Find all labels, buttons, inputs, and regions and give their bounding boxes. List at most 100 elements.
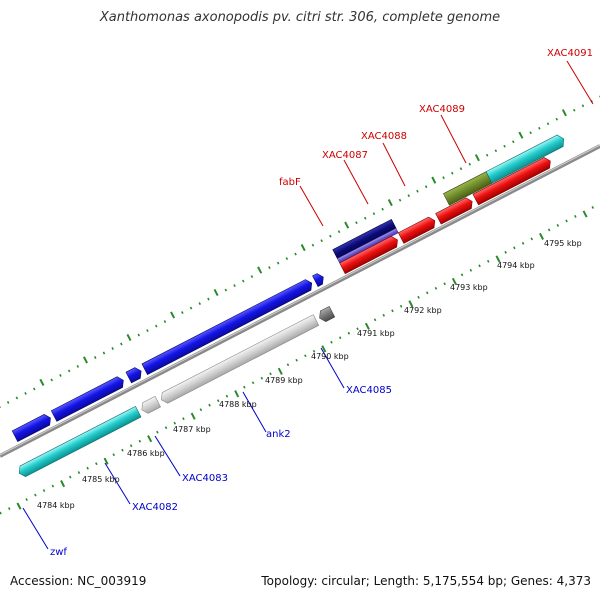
minor-tick (546, 122, 550, 126)
gene-forward-red-1 (339, 236, 398, 275)
minor-tick (329, 234, 332, 238)
kbp-label: 4793 kbp (450, 283, 488, 292)
gene-label-XAC4082[interactable]: XAC4082 (132, 502, 178, 513)
major-tick (190, 412, 196, 420)
minor-tick (469, 268, 473, 272)
gene-forward-blue-5 (312, 273, 324, 287)
minor-tick (86, 466, 89, 470)
minor-tick (373, 318, 377, 322)
major-tick (364, 322, 370, 330)
minor-tick (286, 363, 290, 367)
kbp-label: 4791 kbp (357, 329, 395, 338)
minor-tick (189, 306, 193, 310)
reverse-gene-labels: zwf XAC4082 XAC4083 ank2 XAC4085 (50, 385, 392, 558)
minor-tick (372, 212, 376, 216)
major-tick (277, 367, 283, 375)
gene-label-fabF[interactable]: fabF (279, 177, 301, 188)
callout-lines (22, 60, 594, 550)
minor-tick (138, 439, 142, 443)
minor-tick (224, 288, 228, 292)
major-tick (60, 480, 66, 488)
major-tick (387, 199, 393, 207)
minor-tick (15, 396, 19, 400)
minor-tick (460, 273, 464, 277)
major-tick (518, 131, 524, 139)
minor-tick (129, 444, 133, 448)
gene-label-XAC4091[interactable]: XAC4091 (547, 48, 593, 59)
minor-tick (6, 401, 10, 404)
minor-tick (391, 309, 394, 313)
minor-tick (216, 399, 220, 403)
minor-tick (59, 374, 62, 377)
minor-tick (156, 430, 159, 434)
minor-tick (67, 369, 71, 373)
genome-summary-text: Topology: circular; Length: 5,175,554 bp… (261, 574, 591, 588)
gene-label-zwf[interactable]: zwf (50, 547, 67, 558)
minor-tick (182, 417, 185, 421)
kbp-labels: 4784 kbp 4785 kbp 4786 kbp 4787 kbp 4788… (37, 239, 582, 510)
minor-tick (276, 261, 280, 265)
gene-reverse-lightgray-1 (141, 395, 161, 414)
gene-label-ank2[interactable]: ank2 (266, 429, 291, 440)
major-tick (300, 244, 306, 252)
accession-text: Accession: NC_003919 (10, 574, 147, 588)
gene-reverse-darkgray (319, 305, 336, 322)
minor-tick (485, 153, 489, 157)
major-tick (474, 154, 480, 162)
minor-tick (121, 448, 124, 452)
major-tick (39, 378, 45, 386)
gene-label-XAC4089[interactable]: XAC4089 (419, 104, 465, 115)
major-tick (561, 109, 567, 117)
minor-tick (356, 327, 359, 331)
gene-forward-red-3 (435, 197, 473, 225)
major-tick (257, 266, 263, 274)
major-tick (344, 221, 350, 229)
minor-tick (320, 239, 323, 243)
major-tick (83, 356, 88, 364)
minor-tick (294, 252, 297, 256)
major-tick (147, 435, 153, 443)
gene-reverse-lightgray-2 (161, 314, 320, 404)
minor-tick (417, 295, 420, 299)
minor-tick (513, 246, 516, 250)
kbp-label: 4785 kbp (82, 475, 120, 484)
minor-tick (163, 320, 167, 323)
minor-tick (572, 108, 576, 112)
minor-tick (416, 189, 419, 193)
minor-tick (0, 511, 2, 515)
minor-tick (269, 372, 272, 376)
major-tick (539, 232, 544, 240)
minor-tick (503, 144, 506, 148)
minor-tick (486, 259, 490, 263)
gene-label-XAC4083[interactable]: XAC4083 (182, 473, 228, 484)
gene-label-XAC4085[interactable]: XAC4085 (346, 385, 392, 396)
gene-reverse-cyan (18, 405, 142, 478)
minor-tick (164, 426, 168, 430)
minor-tick (311, 243, 315, 247)
minor-tick (260, 376, 264, 380)
major-tick (213, 288, 219, 297)
minor-tick (382, 313, 386, 317)
genome-backbone (0, 144, 600, 458)
gene-cyan-forward (485, 134, 565, 184)
minor-tick (581, 104, 585, 108)
gene-forward-blue-4 (141, 279, 313, 375)
minor-tick (338, 336, 342, 340)
tick-tracks (0, 95, 600, 515)
map-title: Xanthomonas axonopodis pv. citri str. 30… (99, 10, 501, 25)
minor-tick (556, 223, 560, 227)
minor-tick (51, 484, 55, 488)
kbp-label: 4786 kbp (127, 449, 165, 458)
minor-tick (398, 198, 402, 202)
minor-tick (251, 381, 255, 385)
major-tick (170, 311, 176, 319)
minor-tick (137, 333, 141, 337)
minor-tick (34, 493, 37, 497)
minor-tick (68, 475, 72, 479)
kbp-label: 4787 kbp (173, 425, 211, 434)
gene-label-XAC4088[interactable]: XAC4088 (361, 131, 407, 142)
gene-label-XAC4087[interactable]: XAC4087 (322, 150, 368, 161)
minor-tick (347, 331, 351, 335)
minor-tick (233, 284, 236, 287)
minor-tick (478, 264, 481, 268)
